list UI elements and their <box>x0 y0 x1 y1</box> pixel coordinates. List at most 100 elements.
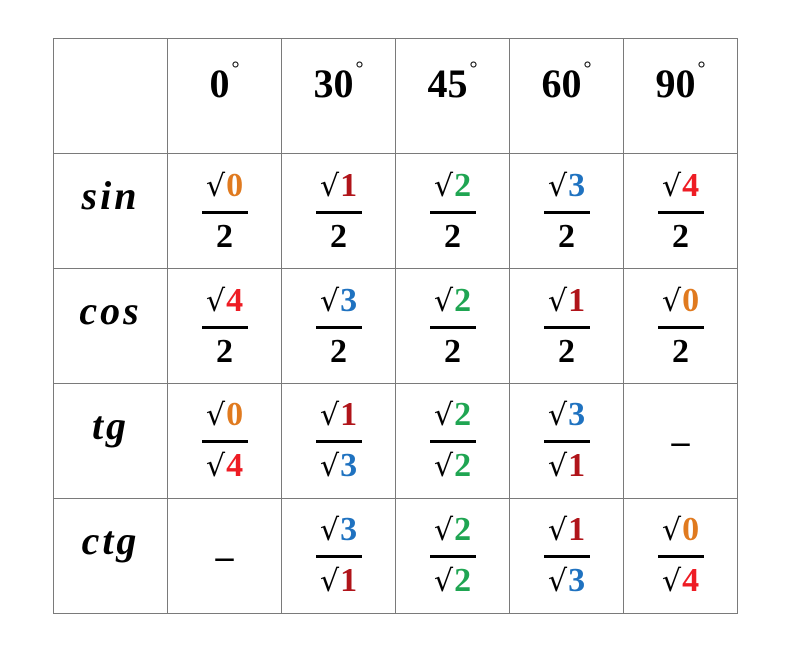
degree-symbol: ° <box>231 57 240 80</box>
fraction: √2 √2 <box>429 396 476 486</box>
denominator-digit: 2 <box>444 217 461 255</box>
fraction-bar <box>201 210 248 214</box>
denominator: 2 <box>558 218 575 256</box>
denominator-digit: 2 <box>454 447 472 484</box>
denominator-digit: 2 <box>216 217 233 255</box>
numerator: √3 <box>548 396 585 435</box>
sqrt-symbol: √ <box>205 398 226 433</box>
table-row-tg: tg √0 √4 √1 √3 √2 √2 √3 √1– <box>53 383 738 499</box>
numerator-digit: 3 <box>340 511 358 548</box>
angle-header-cell: 90 ° <box>623 38 738 154</box>
fraction: √0 √4 <box>201 396 248 486</box>
fraction-bar <box>315 555 362 558</box>
function-label-cell: sin <box>53 153 168 269</box>
denominator-digit: 2 <box>672 332 689 370</box>
numerator: √1 <box>320 167 357 206</box>
function-label: sin <box>81 172 140 218</box>
sqrt-symbol: √ <box>205 283 226 319</box>
value-cell: √0 √4 <box>623 498 738 614</box>
function-label: ctg <box>81 517 140 563</box>
fraction-bar <box>201 440 248 443</box>
function-label: cos <box>79 287 142 333</box>
numerator-digit: 0 <box>226 396 244 433</box>
table-row-ctg: ctg – √3 √1 √2 √2 √1 √3 √0 √4 <box>53 498 738 614</box>
denominator-digit: 4 <box>682 562 700 599</box>
value-cell: √4 2 <box>623 153 738 269</box>
fraction-bar <box>429 210 476 214</box>
sqrt-symbol: √ <box>205 449 226 484</box>
fraction-bar <box>543 555 590 558</box>
sqrt-symbol: √ <box>661 283 682 319</box>
denominator-digit: 2 <box>558 217 575 255</box>
denominator: 2 <box>216 333 233 371</box>
fraction: √3 √1 <box>543 396 590 486</box>
degree-symbol: ° <box>697 57 706 80</box>
fraction-bar <box>543 210 590 214</box>
numerator-digit: 2 <box>454 166 472 204</box>
value-cell: √0 2 <box>167 153 282 269</box>
fraction-bar <box>543 440 590 443</box>
sqrt-symbol: √ <box>433 398 454 433</box>
fraction: √0 √4 <box>657 511 704 601</box>
numerator-digit: 1 <box>568 511 586 548</box>
fraction: √1 √3 <box>543 511 590 601</box>
angle-value: 90 <box>655 60 696 106</box>
angle-header-cell: 45 ° <box>395 38 510 154</box>
denominator-digit: 2 <box>330 332 347 370</box>
value-cell: √0 2 <box>623 268 738 384</box>
numerator-digit: 1 <box>340 166 358 204</box>
angle-value: 30 <box>313 60 354 106</box>
denominator-digit: 3 <box>340 447 358 484</box>
fraction-bar <box>315 440 362 443</box>
numerator: √4 <box>662 167 699 206</box>
numerator: √0 <box>662 282 699 321</box>
fraction: √2 2 <box>429 282 476 371</box>
angle-header-cell: 60 ° <box>509 38 624 154</box>
denominator-digit: 2 <box>216 332 233 370</box>
value-cell: √0 √4 <box>167 383 282 499</box>
angle-value: 60 <box>541 60 582 106</box>
denominator: √2 <box>434 562 471 601</box>
denominator-digit: 1 <box>340 562 358 599</box>
fraction-bar <box>429 555 476 558</box>
sqrt-symbol: √ <box>547 168 568 204</box>
fraction: √2 2 <box>429 166 476 256</box>
fraction: √3 √1 <box>315 511 362 601</box>
sqrt-symbol: √ <box>547 513 568 548</box>
numerator: √0 <box>206 167 243 206</box>
denominator-digit: 1 <box>568 447 586 484</box>
undefined-dash: – <box>215 536 234 576</box>
fraction-bar <box>201 325 248 329</box>
denominator: √1 <box>548 447 585 486</box>
fraction: √3 2 <box>315 282 362 371</box>
function-label-cell: cos <box>53 268 168 384</box>
numerator-digit: 0 <box>226 166 244 204</box>
numerator: √3 <box>320 282 357 321</box>
function-label-cell: tg <box>53 383 168 499</box>
sqrt-symbol: √ <box>661 564 682 599</box>
sqrt-symbol: √ <box>433 513 454 548</box>
fraction: √2 √2 <box>429 511 476 601</box>
denominator-digit: 2 <box>330 217 347 255</box>
value-cell: √1 2 <box>509 268 624 384</box>
value-cell: √3 √1 <box>509 383 624 499</box>
numerator-digit: 2 <box>454 511 472 548</box>
fraction: √1 2 <box>315 167 362 256</box>
sqrt-symbol: √ <box>547 398 568 433</box>
numerator-digit: 1 <box>568 281 586 319</box>
denominator-digit: 2 <box>672 217 689 255</box>
degree-symbol: ° <box>583 57 592 80</box>
value-cell: √2 √2 <box>395 383 510 499</box>
fraction-bar <box>657 555 704 558</box>
denominator: 2 <box>216 218 233 256</box>
denominator: 2 <box>330 333 347 371</box>
sqrt-symbol: √ <box>433 449 454 484</box>
denominator: 2 <box>444 333 461 371</box>
fraction: √4 2 <box>201 281 248 371</box>
sqrt-symbol: √ <box>433 283 454 319</box>
fraction: √3 2 <box>543 167 590 256</box>
denominator: √4 <box>206 447 243 486</box>
numerator-digit: 4 <box>226 281 244 319</box>
numerator: √3 <box>548 167 585 206</box>
function-label: tg <box>91 402 130 448</box>
